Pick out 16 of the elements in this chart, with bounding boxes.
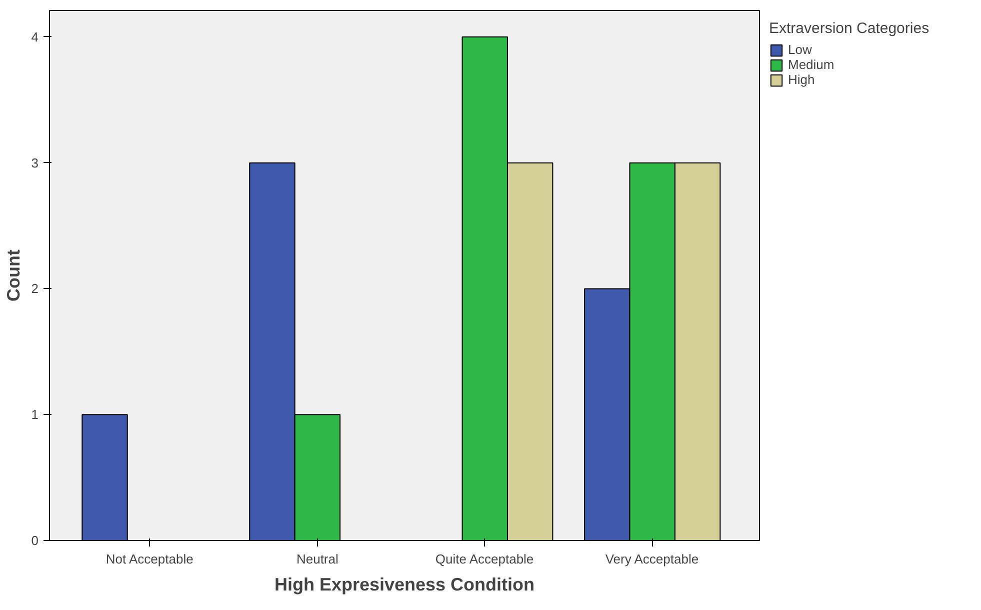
legend-label: Low [788, 42, 812, 57]
bar [82, 414, 128, 540]
x-tick-label: Very Acceptable [605, 552, 699, 566]
y-tick-label: 0 [31, 533, 39, 548]
legend-label: High [788, 72, 815, 87]
legend-title: Extraversion Categories [769, 20, 930, 37]
y-tick-label: 1 [31, 407, 39, 422]
y-axis-title: Count [3, 250, 24, 302]
x-tick-label: Quite Acceptable [435, 552, 534, 566]
y-tick-label: 4 [31, 29, 39, 44]
x-axis-title: High Expresiveness Condition [274, 574, 535, 594]
y-tick-label: 2 [31, 281, 39, 296]
x-tick-label: Not Acceptable [106, 552, 194, 566]
x-tick-label: Neutral [296, 552, 338, 566]
y-tick-label: 3 [31, 155, 39, 170]
legend-label: Medium [788, 57, 834, 72]
